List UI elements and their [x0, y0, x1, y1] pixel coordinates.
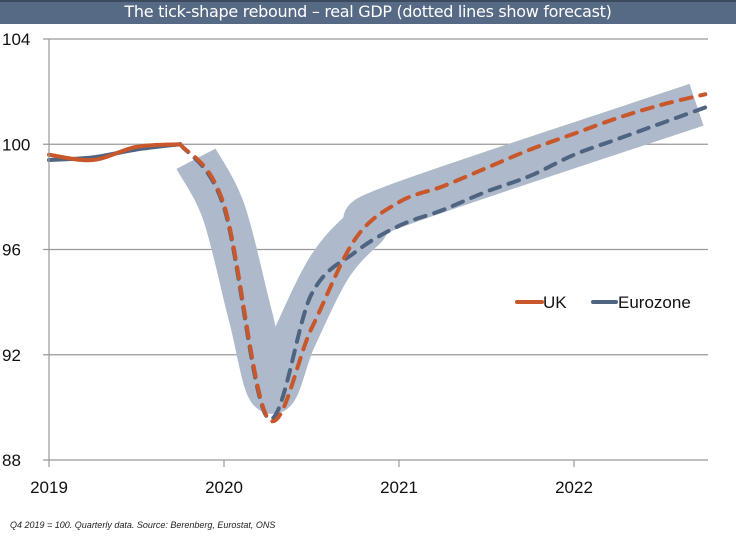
y-tick-label: 104: [2, 30, 30, 49]
x-tick-label: 2020: [205, 478, 243, 497]
y-tick-label: 100: [2, 135, 30, 154]
x-tick-label: 2021: [380, 478, 418, 497]
uk-forecast-line: [178, 92, 708, 424]
y-tick-label: 96: [2, 241, 21, 260]
chart-title: The tick-shape rebound – real GDP (dotte…: [0, 0, 736, 24]
y-tick-label: 92: [2, 346, 21, 365]
source-footnote: Q4 2019 = 100. Quarterly data. Source: B…: [10, 520, 276, 530]
legend-label-eurozone: Eurozone: [618, 293, 691, 312]
axes: 88 92 96 100 104 2019 2020 2021 2022: [2, 30, 708, 497]
tick-shape-band: [176, 83, 704, 414]
uk-actual-line: [47, 142, 183, 163]
series-lines: [47, 92, 708, 424]
gdp-chart: 88 92 96 100 104 2019 2020 2021 2022 UK Eurozone: [2, 30, 708, 497]
x-tick-label: 2019: [30, 478, 68, 497]
x-tick-label: 2022: [555, 478, 593, 497]
legend-label-uk: UK: [543, 293, 567, 312]
y-tick-label: 88: [2, 451, 21, 470]
band-path: [176, 83, 704, 414]
legend: UK Eurozone: [515, 293, 691, 312]
